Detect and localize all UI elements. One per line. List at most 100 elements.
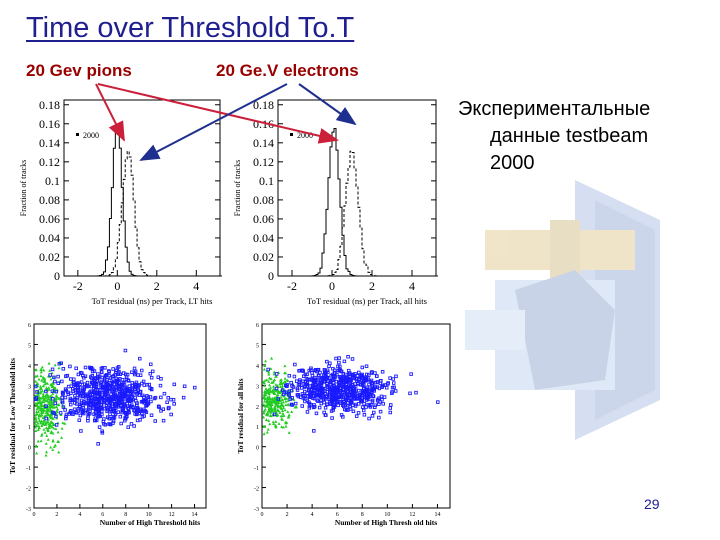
point-electron	[328, 380, 333, 385]
point-electron	[354, 391, 359, 396]
point-pion	[35, 444, 39, 448]
point-electron	[367, 373, 371, 378]
point-electron	[115, 366, 120, 370]
y-tick-label: 0	[54, 269, 60, 283]
point-electron	[89, 366, 94, 370]
point-electron	[414, 390, 418, 395]
point-electron	[360, 372, 364, 377]
point-electron	[97, 392, 101, 396]
y-tick-label: 1	[28, 425, 31, 431]
point-electron	[60, 390, 65, 395]
point-electron	[324, 394, 328, 398]
point-pion	[268, 376, 272, 380]
point-electron	[101, 388, 106, 392]
point-electron	[146, 395, 151, 399]
point-pion	[36, 439, 40, 443]
point-electron	[167, 405, 171, 410]
point-electron	[112, 399, 117, 403]
point-pion	[42, 427, 46, 431]
series-dashed	[278, 150, 438, 277]
point-electron	[108, 407, 112, 412]
plot-frame	[261, 323, 451, 509]
point-electron	[56, 381, 61, 386]
point-electron	[293, 362, 297, 367]
x-tick-label: 10	[146, 512, 152, 518]
point-electron	[334, 356, 338, 361]
point-electron	[388, 376, 392, 380]
point-electron	[57, 362, 62, 366]
point-pion	[263, 391, 267, 395]
point-pion	[270, 356, 274, 360]
point-electron	[149, 399, 153, 404]
point-pion	[53, 405, 57, 409]
point-pion	[275, 393, 279, 397]
point-electron	[78, 413, 83, 418]
point-electron	[350, 392, 354, 397]
point-electron	[130, 392, 135, 396]
point-pion	[281, 398, 285, 402]
point-electron	[284, 383, 288, 388]
point-electron	[95, 378, 100, 383]
point-electron	[50, 367, 55, 372]
point-pion	[50, 425, 54, 429]
point-electron	[367, 416, 371, 421]
point-pion	[269, 386, 273, 389]
point-electron	[354, 414, 359, 418]
point-electron	[149, 413, 154, 417]
point-electron	[138, 407, 143, 412]
point-electron	[321, 397, 326, 402]
point-electron	[75, 402, 79, 406]
point-electron	[137, 393, 141, 398]
point-pion	[40, 389, 44, 393]
point-pion	[268, 413, 272, 417]
point-pion	[274, 420, 278, 423]
point-electron	[329, 409, 334, 413]
point-electron	[305, 382, 309, 387]
point-pion	[270, 396, 274, 400]
y-tick-label: 0.14	[253, 136, 274, 150]
point-electron	[305, 410, 310, 414]
point-pion	[34, 425, 38, 429]
point-electron	[153, 419, 158, 423]
x-tick-label: 4	[193, 279, 199, 293]
point-electron	[117, 398, 122, 403]
point-electron	[137, 411, 141, 416]
point-electron	[136, 384, 141, 388]
point-pion	[285, 397, 289, 400]
point-pion	[279, 378, 283, 382]
point-electron	[311, 388, 316, 393]
point-electron	[50, 389, 55, 393]
series-solid	[64, 126, 222, 277]
point-pion	[34, 368, 38, 372]
point-electron	[86, 418, 90, 423]
point-electron	[72, 407, 77, 412]
point-electron	[119, 393, 124, 398]
point-pion	[43, 394, 47, 398]
point-electron	[322, 379, 326, 384]
point-electron	[148, 371, 153, 376]
point-electron	[107, 390, 112, 394]
point-electron	[370, 414, 375, 418]
point-electron	[86, 392, 91, 396]
point-pion	[280, 380, 284, 384]
y-tick-label: 0	[256, 446, 259, 452]
point-electron	[54, 414, 58, 419]
point-pion	[48, 407, 52, 411]
point-electron	[303, 372, 308, 377]
point-electron	[77, 393, 82, 398]
point-electron	[192, 385, 197, 390]
point-electron	[346, 355, 350, 359]
point-electron	[369, 386, 374, 390]
point-electron	[96, 376, 100, 381]
point-electron	[79, 401, 84, 405]
point-pion	[37, 419, 41, 422]
point-electron	[128, 389, 133, 394]
point-pion	[46, 437, 50, 441]
point-pion	[263, 364, 267, 367]
point-electron	[316, 399, 320, 403]
point-electron	[409, 372, 413, 376]
point-pion	[282, 414, 286, 417]
cluster-electrons	[266, 355, 440, 433]
point-electron	[342, 359, 347, 364]
y-tick-label: 0.12	[253, 155, 274, 169]
